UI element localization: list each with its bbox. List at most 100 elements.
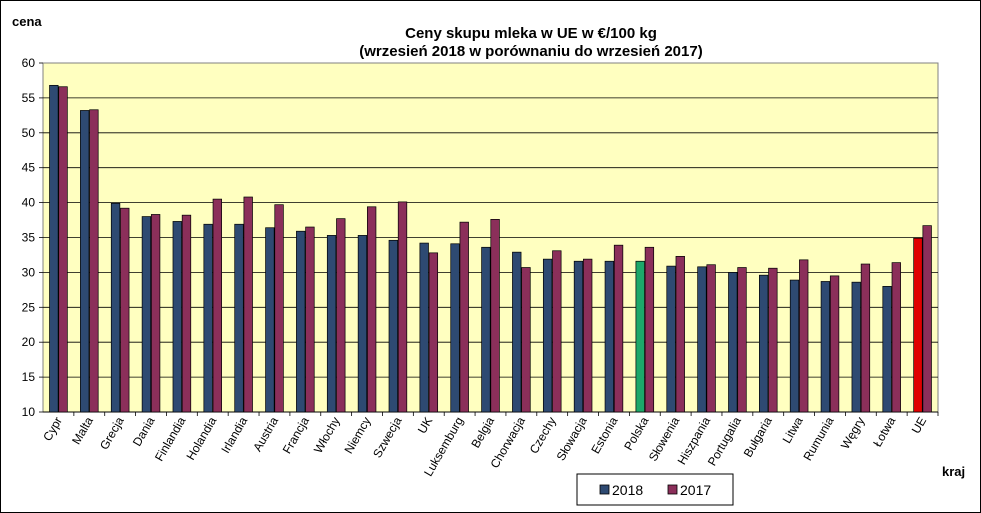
bar-2017 [490, 219, 500, 413]
y-tick-label: 50 [22, 126, 36, 140]
legend-label-2017: 2017 [680, 482, 711, 498]
legend-swatch-2017 [667, 484, 678, 495]
bar-2018 [882, 286, 892, 413]
bar-2018 [851, 281, 861, 413]
bar-2017 [860, 263, 871, 413]
bar-2017 [305, 226, 315, 413]
x-tick-label: Estonia [588, 414, 620, 456]
bar-2018 [481, 246, 491, 413]
x-tick-label: UK [415, 415, 435, 436]
bar-2017 [150, 214, 161, 413]
bar-2017 [675, 255, 685, 413]
x-tick-label: Łotwa [870, 414, 898, 449]
bar-2018 [80, 110, 90, 413]
bar-2018 [141, 216, 152, 413]
bar-2018 [419, 242, 429, 413]
bars [49, 84, 932, 413]
x-tick-label: Irlandia [218, 414, 250, 455]
bar-2017 [583, 258, 593, 413]
bar-2017 [706, 264, 716, 413]
bar-2017 [521, 267, 531, 413]
x-axis-label: kraj [942, 464, 965, 479]
y-tick-label: 35 [22, 231, 36, 245]
bar-2017 [459, 221, 469, 413]
x-tick-label: Austria [250, 414, 281, 454]
legend-label-2018: 2018 [612, 482, 643, 498]
bar-2018 [728, 272, 738, 413]
chart-title-line2: (wrzesień 2018 w porównaniu do wrzesień … [359, 43, 702, 60]
bar-2018 [450, 243, 460, 413]
bar-2018 [820, 281, 831, 413]
x-tick-label: Polska [621, 414, 651, 452]
bar-2017 [644, 246, 655, 413]
y-axis-label: cena [12, 14, 42, 29]
y-tick-label: 15 [22, 370, 36, 384]
bar-2018 [697, 266, 707, 413]
legend-swatch-2018 [599, 484, 610, 495]
legend: 2018 2017 [576, 473, 734, 506]
bar-2018 [759, 274, 769, 413]
y-tick-label: 10 [22, 405, 36, 419]
bar-2018 [913, 237, 923, 413]
bar-2017 [891, 262, 901, 413]
bar-2017 [829, 275, 840, 413]
bar-2017 [768, 267, 778, 413]
bar-2017 [737, 267, 747, 413]
bar-2018 [573, 260, 584, 413]
x-tick-label: Bułgaria [741, 414, 775, 459]
x-tick-label: Cypr [40, 415, 65, 444]
bar-2018 [388, 239, 398, 413]
bar-2017 [336, 218, 346, 413]
x-tick-label: Dania [130, 414, 158, 448]
y-tick-label: 20 [22, 335, 36, 349]
bar-2017 [274, 204, 284, 413]
bar-2018 [110, 202, 121, 413]
chart-title-line1: Ceny skupu mleka w UE w €/100 kg [405, 25, 657, 42]
bar-2017 [120, 207, 130, 413]
x-tick-label: Malta [69, 414, 96, 447]
y-tick-label: 45 [22, 161, 36, 175]
x-tick-label: Włochy [311, 415, 343, 456]
x-tick-label: UE [909, 415, 929, 436]
bar-2018 [265, 227, 275, 413]
bar-2017 [552, 250, 562, 413]
bar-2018 [542, 258, 553, 413]
bar-2017 [181, 214, 192, 413]
bar-2017 [89, 109, 99, 413]
x-tick-label: Francja [280, 414, 312, 456]
bar-2017 [397, 201, 408, 413]
bar-2018 [666, 265, 676, 413]
bar-2018 [172, 221, 182, 413]
x-tick-label: Litwa [780, 414, 806, 446]
x-tick-label: Holandia [184, 414, 220, 462]
bar-2017 [212, 198, 222, 413]
x-tick-label: Szwecja [370, 414, 405, 460]
bar-2018 [512, 251, 522, 413]
y-tick-label: 40 [22, 196, 36, 210]
y-tick-label: 55 [22, 91, 36, 105]
bar-2018 [789, 279, 800, 413]
bar-2018 [357, 235, 368, 413]
bar-2017 [243, 196, 253, 413]
bar-2017 [613, 244, 624, 413]
bar-2017 [367, 206, 377, 413]
y-tick-label: 60 [22, 56, 36, 70]
bar-2018 [635, 260, 645, 413]
bar-2017 [922, 225, 932, 413]
x-tick-label: Niemcy [342, 415, 374, 457]
y-tick-label: 25 [22, 300, 36, 314]
bar-2018 [604, 260, 614, 413]
bar-2018 [296, 230, 306, 413]
bar-2018 [49, 84, 59, 413]
x-tick-label: Belgia [468, 414, 497, 450]
bar-2018 [326, 235, 337, 413]
bar-2017 [428, 252, 439, 413]
bar-2018 [234, 223, 244, 413]
y-tick-label: 30 [22, 265, 36, 279]
bar-2017 [58, 86, 68, 413]
bar-2018 [203, 223, 213, 413]
x-tick-label: Rumunia [800, 414, 836, 463]
x-tick-label: Czechy [527, 415, 559, 457]
